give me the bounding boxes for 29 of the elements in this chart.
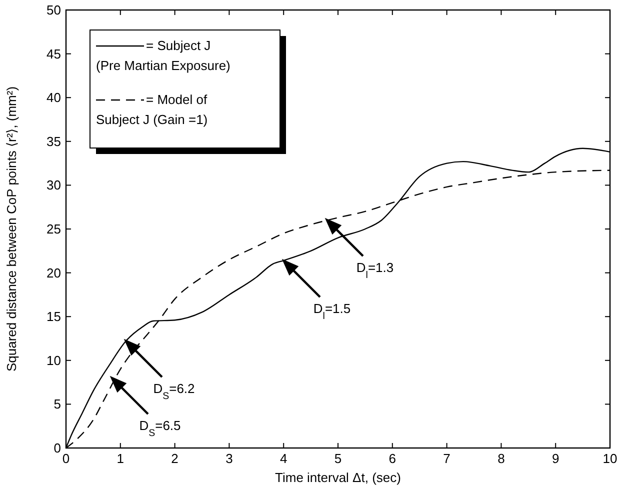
legend-label: = Subject J (Pre Martian Exposure) (96, 38, 230, 73)
x-tick-label: 6 (388, 451, 396, 466)
y-tick-label: 50 (46, 2, 61, 18)
y-tick-label: 30 (46, 178, 61, 193)
x-axis-title: Time interval Δt, (sec) (275, 470, 401, 485)
x-tick-label: 9 (552, 451, 560, 466)
y-tick-label: 45 (46, 46, 61, 62)
annotation: D$_{l}$=1.3 (356, 260, 394, 280)
y-axis-title: Squared distance between CoP points ⟨r²⟩, (mm²) (4, 86, 19, 372)
x-tick-label: 5 (334, 451, 342, 466)
x-tick-label: 2 (171, 451, 178, 466)
x-tick-label: 3 (226, 451, 233, 466)
y-tick-label: 40 (46, 90, 61, 106)
x-tick-label: 1 (116, 451, 124, 466)
y-tick-label: 5 (54, 396, 61, 412)
y-tick-label: 15 (46, 309, 61, 324)
annotation: D$_{l}$=1.5 (313, 301, 351, 322)
x-tick-label: 8 (498, 451, 505, 466)
annotation: D$_{S}$=6.5 (139, 418, 181, 438)
legend-label: = Model of Subject J (Gain =1) (96, 92, 208, 127)
x-tick-label: 7 (443, 451, 450, 466)
y-tick-label: 35 (46, 134, 61, 149)
annotation: D$_{S}$=6.2 (153, 381, 195, 402)
y-tick-label: 0 (54, 440, 61, 456)
y-tick-label: 20 (46, 265, 61, 280)
y-tick-label: 10 (46, 352, 61, 368)
y-tick-label: 25 (46, 222, 61, 236)
x-tick-label: 10 (602, 451, 618, 466)
x-tick-label: 4 (280, 451, 288, 466)
